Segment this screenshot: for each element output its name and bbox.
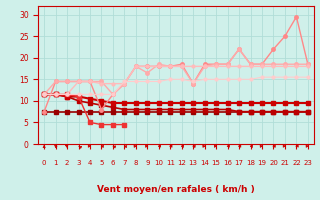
X-axis label: Vent moyen/en rafales ( km/h ): Vent moyen/en rafales ( km/h ): [97, 185, 255, 194]
